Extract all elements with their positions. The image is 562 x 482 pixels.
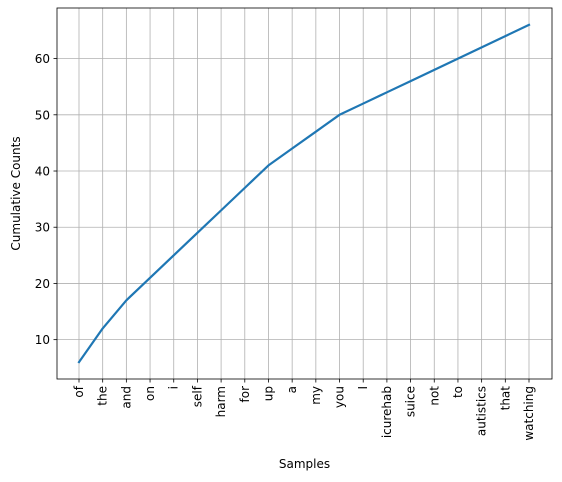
series-line (77, 23, 531, 364)
plot-frame (56, 7, 553, 380)
x-tick-label-9: a (285, 386, 299, 393)
x-tick-label-15: not (427, 386, 441, 406)
x-tick-label-5: self (190, 385, 204, 407)
x-tick-label-14: suice (404, 386, 418, 417)
x-tick-label-19: watching (522, 386, 536, 441)
y-tick-label-1: 20 (35, 277, 50, 291)
y-tick-label-4: 50 (35, 108, 50, 122)
plot-layer (77, 23, 531, 364)
x-tick-label-1: the (96, 386, 110, 406)
x-tick-label-6: harm (214, 386, 228, 417)
x-tick-label-2: and (119, 386, 133, 409)
y-axis-title: Cumulative Counts (9, 136, 23, 250)
x-tick-label-10: my (309, 386, 323, 405)
x-tick-label-3: on (143, 386, 157, 401)
grid-layer (57, 8, 552, 379)
x-tick-label-7: for (238, 386, 252, 403)
x-tick-label-11: you (333, 386, 347, 408)
x-tick-label-0: of (72, 385, 86, 397)
y-tick-label-2: 30 (35, 221, 50, 235)
axes-layer (53, 7, 553, 383)
y-tick-label-3: 40 (35, 165, 50, 179)
x-tick-label-16: to (451, 386, 465, 398)
x-tick-label-12: I (356, 386, 370, 390)
y-tick-label-5: 60 (35, 52, 50, 66)
x-tick-label-17: autistics (475, 386, 489, 436)
x-tick-label-4: i (167, 386, 181, 389)
x-axis-title: Samples (279, 457, 330, 471)
x-tick-label-18: that (498, 386, 512, 411)
y-tick-label-0: 10 (35, 333, 50, 347)
x-tick-label-13: icurehab (380, 386, 394, 438)
x-tick-label-8: up (261, 386, 275, 401)
